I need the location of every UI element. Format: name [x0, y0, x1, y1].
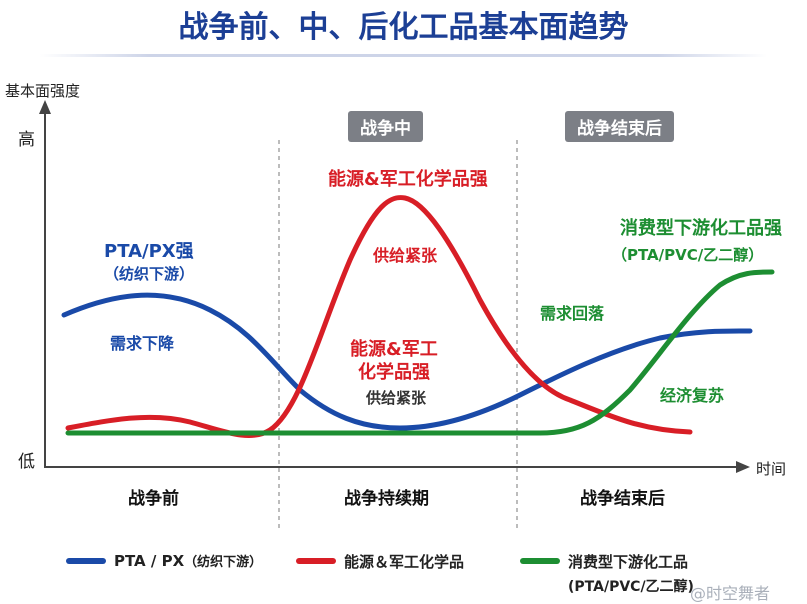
- legend-label-pta: PTA / PX（纺织下游）: [114, 551, 262, 570]
- demand-drop-label: 需求下降: [110, 334, 175, 353]
- energy-military-curve: [65, 195, 693, 439]
- legend-swatch-consumer: [520, 558, 560, 564]
- pta-px-curve: [61, 292, 753, 431]
- phase-after: 战争结束后: [580, 489, 665, 509]
- energy-strong-label-2-line1: 能源&军工: [350, 339, 438, 360]
- y-axis-arrow: [39, 100, 51, 114]
- energy-strong-label-2-line2: 化学品强: [358, 362, 430, 383]
- y-axis-low: 低: [18, 452, 35, 472]
- consumer-strong-label: 消费型下游化工品强: [620, 218, 782, 239]
- legend-label-consumer: 消费型下游化工品: [568, 553, 689, 571]
- x-axis-label: 时间: [756, 460, 787, 478]
- legend-swatch-energy: [296, 558, 336, 564]
- phase-header-during: 战争中: [348, 111, 423, 142]
- consumer-products-label: （PTA/PVC/乙二醇）: [612, 246, 764, 264]
- phase-header-after: 战争结束后: [565, 111, 674, 142]
- legend-label-pta-sub: （纺织下游）: [184, 555, 263, 570]
- legend-label-pta-main: PTA / PX: [114, 552, 185, 570]
- legend-swatch-pta: [66, 558, 106, 564]
- x-axis-arrow: [736, 461, 750, 473]
- phase-before: 战争前: [128, 489, 179, 509]
- legend-label-energy: 能源＆军工化学品: [344, 553, 465, 571]
- page-title: 战争前、中、后化工品基本面趋势: [178, 10, 629, 45]
- consumer-downstream-curve: [65, 269, 775, 436]
- phase-during: 战争持续期: [344, 489, 429, 509]
- supply-tight-label-2: 供给紧张: [366, 389, 427, 407]
- recovery-label: 经济复苏: [660, 386, 725, 405]
- supply-tight-label: 供给紧张: [373, 246, 438, 265]
- energy-strong-label: 能源&军工化学品强: [328, 169, 488, 190]
- pta-downstream-label: （纺织下游）: [104, 265, 195, 283]
- pta-strong-label: PTA/PX强: [104, 241, 194, 262]
- title-divider: [40, 54, 767, 57]
- legend-label-consumer-sub: (PTA/PVC/乙二醇): [568, 579, 694, 595]
- y-axis-high: 高: [18, 130, 35, 150]
- demand-fall-label: 需求回落: [540, 304, 605, 323]
- watermark: @时空舞者: [690, 584, 771, 603]
- y-axis-label: 基本面强度: [5, 82, 81, 100]
